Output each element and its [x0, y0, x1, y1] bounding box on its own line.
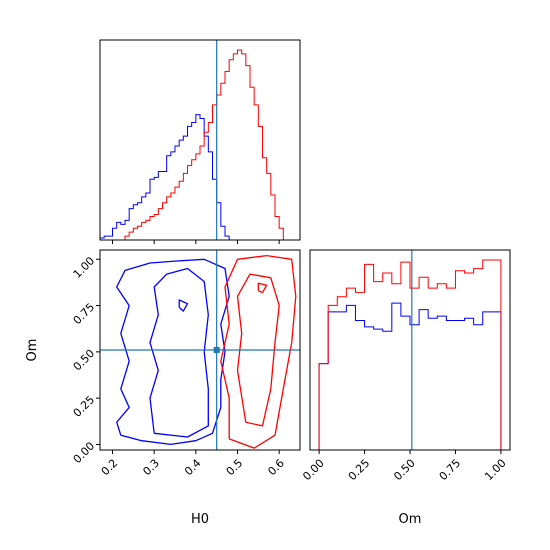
y-tick-label: 0.25 [71, 393, 98, 420]
contour-1-1 [236, 273, 280, 427]
truth-marker [213, 347, 220, 353]
x-axis-label: Om [399, 512, 422, 527]
x-tick-label: 0.4 [182, 457, 204, 479]
y-tick-label: 0.50 [71, 347, 98, 374]
panel-frame [99, 39, 301, 241]
histogram-series-0 [100, 114, 300, 240]
x-tick-label: 0.5 [224, 457, 246, 479]
x-tick-label: 1.00 [482, 457, 509, 484]
contour-0-2 [178, 299, 189, 312]
x-tick-label: 0.50 [391, 457, 418, 484]
joint-h0-om-panel: 0.2 0.3 0.4 0.5 0.6 0.00 0.25 0.50 0.75 1.00 H0 Om [25, 249, 301, 527]
x-axis-label: H0 [191, 512, 209, 527]
x-tick-label: 0.75 [437, 457, 464, 484]
panel-frame [99, 249, 301, 451]
y-tick-label: 1.00 [71, 254, 98, 281]
histogram-series-1 [100, 49, 300, 240]
x-tick-label: 0.2 [99, 457, 121, 479]
x-tick-label: 0.3 [140, 457, 162, 479]
marginal-om-panel: 0.00 0.25 0.50 0.75 1.00 Om [300, 249, 511, 527]
x-tick-label: 0.25 [346, 457, 373, 484]
histogram-series-0 [310, 302, 510, 450]
marginal-h0-panel [99, 39, 301, 244]
y-tick-label: 0.75 [71, 301, 98, 328]
histogram-series-1 [310, 259, 510, 450]
x-tick-label: 0.00 [300, 457, 327, 484]
x-tick-label: 0.6 [265, 457, 287, 479]
contour-0-0 [116, 258, 230, 446]
y-tick-label: 0.00 [71, 439, 98, 466]
contour-1-0 [220, 254, 297, 449]
contour-1-2 [257, 282, 268, 294]
y-axis-label: Om [25, 339, 40, 362]
contour-0-1 [149, 267, 209, 438]
